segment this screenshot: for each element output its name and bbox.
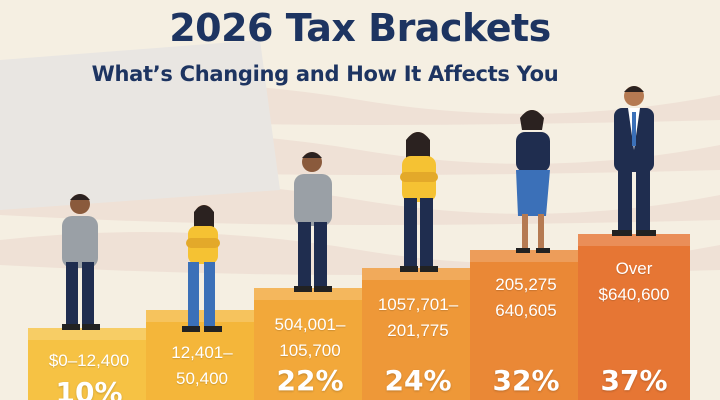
bracket-range: 504,001– 105,700 bbox=[274, 315, 346, 360]
bracket-step-4: 1057,701– 201,775 24% bbox=[362, 268, 474, 400]
bracket-rate: 37% bbox=[600, 364, 668, 397]
step-top bbox=[254, 288, 366, 300]
step-top bbox=[578, 234, 690, 246]
bracket-rate: 32% bbox=[492, 364, 560, 397]
businessman-icon bbox=[612, 86, 656, 236]
woman-arms-crossed-icon bbox=[400, 132, 438, 272]
woman-arms-crossed-icon bbox=[182, 205, 222, 332]
bracket-range: Over $640,600 bbox=[598, 259, 670, 304]
woman-standing-icon bbox=[516, 110, 550, 253]
page-title: 2026 Tax Brackets bbox=[169, 6, 551, 50]
step-top bbox=[146, 310, 258, 322]
bracket-range: $0–12,400 bbox=[48, 351, 130, 370]
step-top bbox=[362, 268, 474, 280]
step-top bbox=[470, 250, 582, 262]
bracket-step-2: 12,401– 50,400 bbox=[146, 310, 258, 400]
page-subtitle: What’s Changing and How It Affects You bbox=[91, 62, 559, 86]
bracket-step-5: 205,275 640,605 32% bbox=[470, 250, 582, 400]
bracket-rate: 22% bbox=[276, 364, 344, 397]
man-standing-icon bbox=[294, 152, 332, 292]
bracket-rate: 10% bbox=[55, 376, 123, 400]
man-standing-icon bbox=[62, 194, 100, 330]
bracket-range: 12,401– 50,400 bbox=[171, 343, 233, 388]
bracket-rate: 24% bbox=[384, 364, 452, 397]
bracket-range: 205,275 640,605 bbox=[495, 275, 557, 320]
bracket-step-6: Over $640,600 37% bbox=[578, 234, 690, 400]
bracket-step-1: $0–12,400 10% bbox=[28, 328, 150, 400]
bracket-range: 1057,701– 201,775 bbox=[377, 295, 459, 340]
step-top bbox=[28, 328, 150, 340]
bracket-step-3: 504,001– 105,700 22% bbox=[254, 288, 366, 400]
